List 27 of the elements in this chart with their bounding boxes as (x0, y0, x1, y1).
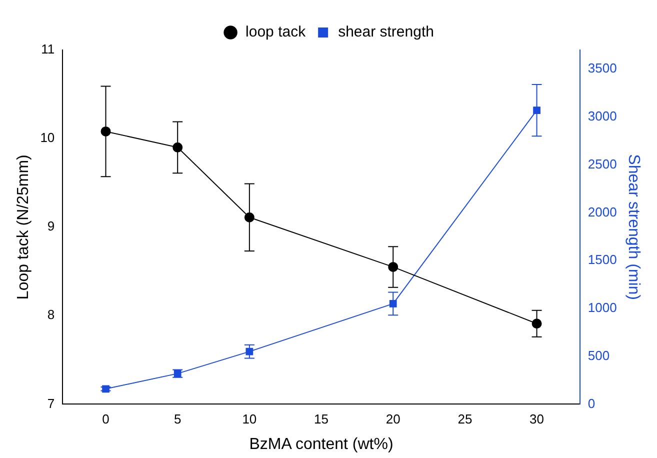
x-tick-label: 0 (102, 412, 110, 427)
y2-tick-label: 3000 (588, 108, 617, 124)
y-tick-label: 10 (40, 130, 55, 146)
y-tick-label: 9 (47, 218, 55, 234)
y2-tick-label: 3500 (588, 60, 617, 76)
y2-axis-title: Shear strength (min) (624, 154, 642, 300)
y2-tick-label: 2000 (588, 204, 617, 220)
y-tick-label: 8 (47, 307, 55, 322)
x-tick-label: 5 (174, 412, 182, 427)
point (389, 300, 397, 308)
y-axis-title: Loop tack (N/25mm) (15, 154, 32, 300)
x-tick-label: 30 (530, 412, 544, 427)
x-tick-label: 25 (458, 412, 472, 427)
legend-label: loop tack (246, 24, 306, 41)
y2-tick-label: 1000 (588, 300, 617, 316)
x-tick-label: 15 (314, 412, 329, 427)
y2-tick-label: 1500 (588, 252, 617, 268)
x-tick-label: 10 (242, 412, 257, 427)
y2-tick-label: 0 (588, 396, 596, 411)
x-axis-title: BzMA content (wt%) (249, 436, 394, 453)
y-tick-label: 7 (47, 396, 55, 411)
y2-tick-label: 2500 (588, 156, 617, 172)
y2-tick-label: 500 (588, 348, 610, 363)
point (533, 106, 540, 114)
legend-label: shear strength (338, 24, 434, 41)
x-tick-label: 20 (386, 412, 400, 427)
y-tick-label: 11 (41, 42, 55, 57)
